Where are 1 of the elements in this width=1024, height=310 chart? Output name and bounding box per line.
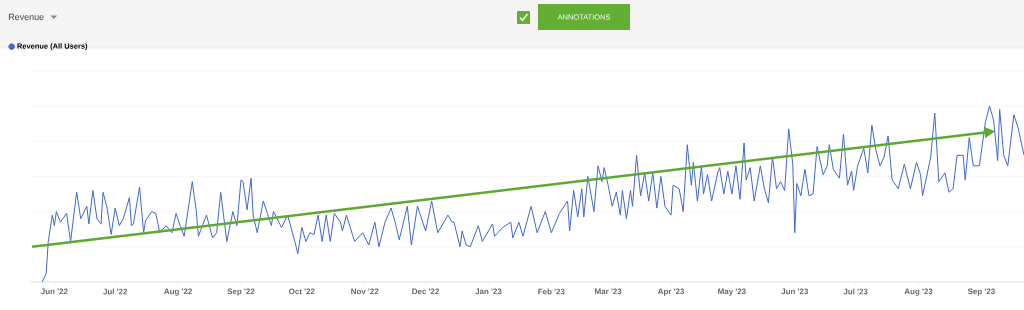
chart-title: Revenue [8, 13, 44, 21]
